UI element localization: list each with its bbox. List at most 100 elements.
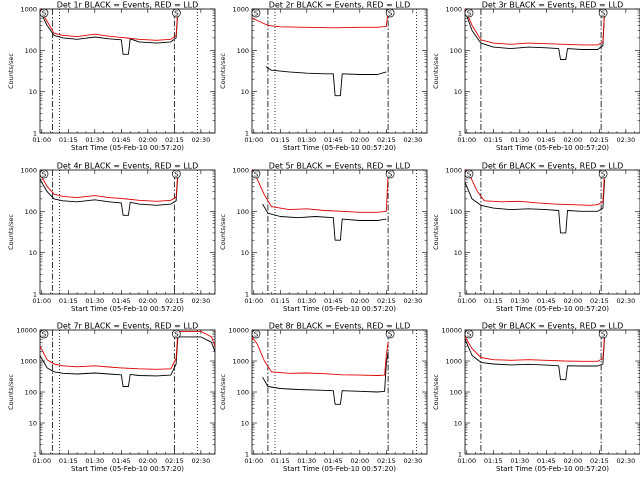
marker-circle (598, 8, 608, 18)
y-tick-label: 10000 (228, 327, 249, 335)
y-tick-label: 10 (29, 249, 37, 257)
y-tick-label: 10 (454, 88, 462, 96)
marker-label: S (388, 171, 393, 179)
x-tick-label: 01:00 (244, 457, 263, 465)
marker-circle (251, 8, 261, 18)
marker-circle (464, 8, 474, 18)
x-tick-label: 01:30 (510, 136, 529, 144)
x-tick-label: 01:30 (85, 136, 104, 144)
panel-title: Det 9r BLACK = Events, RED = LLD (482, 322, 624, 331)
panel-det-1: Det 1r BLACK = Events, RED = LLD 01:00 01:… (7, 1, 216, 152)
x-tick-label: 02:15 (377, 297, 396, 305)
x-tick-label: 02:30 (403, 457, 422, 465)
series-line-lld (464, 8, 606, 46)
marker-label: S (254, 171, 259, 179)
series-line-events (39, 336, 216, 387)
x-tick-label: 01:45 (324, 297, 343, 305)
x-tick-label: 01:15 (484, 136, 503, 144)
y-tick-label: 100 (450, 47, 462, 55)
x-axis-label: Start Time (05-Feb-10 00:57:20) (496, 465, 609, 473)
series-line-lld (39, 8, 179, 41)
x-tick-label: 02:00 (350, 457, 369, 465)
marker-label: S (174, 10, 179, 18)
y-tick-label: 1 (458, 130, 462, 138)
panel-title: Det 8r BLACK = Events, RED = LLD (269, 322, 411, 331)
x-axis-label: Start Time (05-Feb-10 00:57:20) (283, 465, 396, 473)
marker-circle (171, 8, 181, 18)
series-line-events (464, 10, 606, 60)
x-tick-label: 01:30 (85, 297, 104, 305)
marker-label: S (42, 10, 47, 18)
x-tick-label: 01:45 (112, 457, 131, 465)
panel-det-5: Det 5r BLACK = Events, RED = LLD 01:00 01:… (219, 162, 428, 313)
y-tick-label: 10000 (441, 327, 462, 335)
x-tick-label: 01:30 (297, 136, 316, 144)
x-tick-label: 02:00 (138, 136, 157, 144)
y-tick-label: 1000 (445, 167, 462, 175)
marker-label: S (174, 171, 179, 179)
x-tick-label: 02:15 (590, 136, 609, 144)
y-tick-label: 10 (241, 420, 249, 428)
x-tick-label: 02:30 (191, 136, 210, 144)
x-tick-label: 01:30 (297, 457, 316, 465)
x-tick-label: 02:15 (377, 457, 396, 465)
y-tick-label: 1000 (20, 167, 37, 175)
y-tick-label: 1 (458, 451, 462, 459)
series-line-lld (251, 10, 389, 29)
x-tick-label: 02:30 (191, 297, 210, 305)
x-tick-label: 02:00 (138, 297, 157, 305)
x-tick-label: 02:30 (403, 136, 422, 144)
y-tick-label: 1 (33, 291, 37, 299)
y-axis-label: Counts/sec (7, 214, 15, 250)
marker-label: S (467, 331, 472, 339)
plot-frame (39, 169, 216, 295)
y-tick-label: 10000 (16, 327, 37, 335)
series-line-events (464, 336, 606, 381)
marker-circle (171, 329, 181, 339)
panel-title: Det 7r BLACK = Events, RED = LLD (57, 322, 199, 331)
marker-label: S (174, 331, 179, 339)
x-tick-label: 01:00 (244, 136, 263, 144)
y-tick-label: 10 (241, 88, 249, 96)
panel-det-4: Det 4r BLACK = Events, RED = LLD 01:00 01:… (7, 162, 216, 313)
x-tick-label: 01:00 (457, 457, 476, 465)
panel-title: Det 5r BLACK = Events, RED = LLD (269, 162, 411, 171)
plot-frame (39, 8, 216, 134)
plot-frame (251, 169, 428, 295)
plot-frame (464, 8, 640, 134)
series-line-lld (464, 334, 606, 362)
y-tick-label: 1 (33, 130, 37, 138)
series-line-lld (39, 171, 179, 202)
panel-title: Det 3r BLACK = Events, RED = LLD (482, 1, 624, 10)
x-tick-label: 01:15 (484, 457, 503, 465)
y-axis-label: Counts/sec (7, 53, 15, 89)
y-tick-label: 1000 (20, 358, 37, 366)
series-line-events (464, 179, 606, 234)
x-tick-label: 01:00 (457, 297, 476, 305)
y-tick-label: 1 (33, 451, 37, 459)
x-axis-label: Start Time (05-Feb-10 00:57:20) (71, 144, 184, 152)
series-line-events (39, 173, 179, 216)
plot-frame (39, 329, 216, 455)
y-axis-label: Counts/sec (219, 214, 227, 250)
marker-circle (598, 329, 608, 339)
panel-det-8: Det 8r BLACK = Events, RED = LLD 01:00 01:… (219, 322, 428, 473)
y-tick-label: 1 (458, 291, 462, 299)
panel-det-7: Det 7r BLACK = Events, RED = LLD 01:00 01:… (7, 322, 216, 473)
marker-label: S (42, 331, 47, 339)
series-line-events (39, 10, 179, 55)
y-axis-label: Counts/sec (7, 374, 15, 410)
x-axis-label: Start Time (05-Feb-10 00:57:20) (283, 144, 396, 152)
x-tick-label: 01:00 (457, 136, 476, 144)
plot-frame (464, 329, 640, 455)
y-axis-label: Counts/sec (219, 53, 227, 89)
series-line-lld (251, 336, 389, 376)
x-tick-label: 01:15 (59, 297, 78, 305)
x-axis-label: Start Time (05-Feb-10 00:57:20) (283, 305, 396, 313)
panel-title: Det 4r BLACK = Events, RED = LLD (57, 162, 199, 171)
y-axis-label: Counts/sec (219, 374, 227, 410)
y-tick-label: 100 (450, 208, 462, 216)
y-tick-label: 100 (237, 389, 249, 397)
x-tick-label: 01:00 (32, 297, 51, 305)
y-tick-label: 1000 (232, 6, 249, 14)
